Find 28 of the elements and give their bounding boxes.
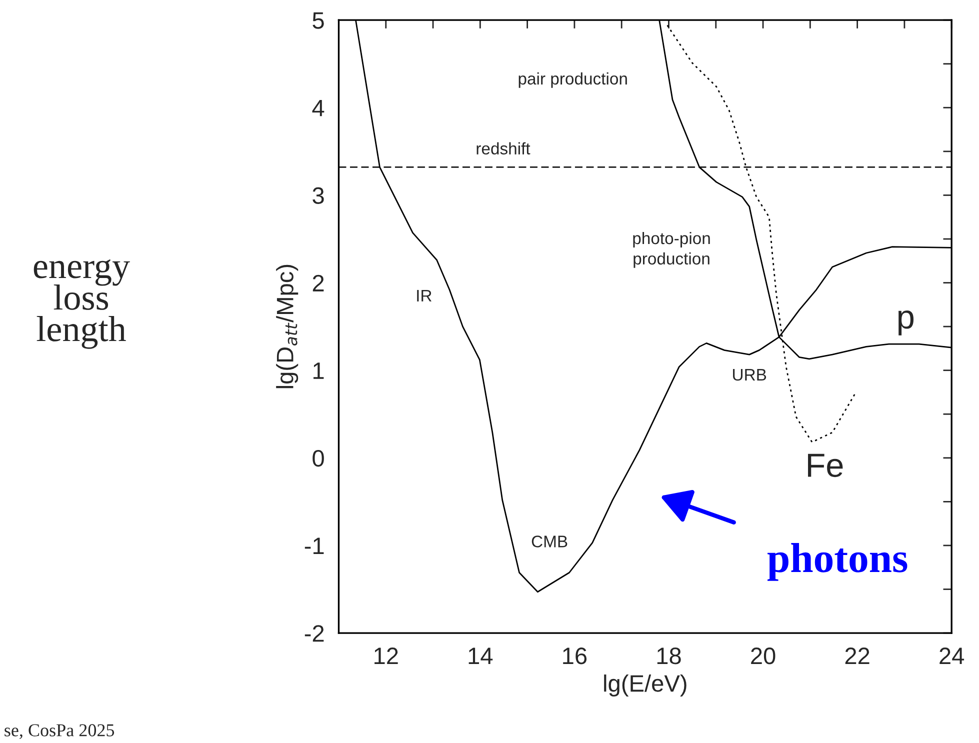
y-axis-title: lg(D$_{att}$/Mpc) [276, 264, 298, 388]
y-tick-label: 5 [312, 12, 324, 29]
annotation: URB [733, 369, 766, 381]
x-tick-label: 12 [374, 648, 398, 664]
annotation: pair production [518, 72, 627, 88]
x-tick-label: 20 [751, 648, 776, 664]
x-tick-label: 22 [845, 648, 870, 664]
y-tick-label: 3 [312, 187, 324, 204]
y-tick-label: -2 [304, 625, 324, 642]
annotation: photons [767, 543, 908, 581]
annotation: photo-pion production [633, 232, 710, 268]
y-tick-label: 2 [312, 274, 324, 292]
text: energy loss length [34, 259, 130, 349]
y-tick-label: 4 [312, 100, 324, 116]
x-tick-label: 16 [563, 648, 587, 664]
annotation: CMB [532, 536, 568, 548]
text: se, CosPa 2025 [4, 724, 114, 739]
x-tick-label: 18 [657, 648, 681, 664]
x-tick-label: 24 [940, 648, 964, 664]
annotation: p [898, 310, 914, 336]
annotation: IR [417, 290, 432, 302]
x-axis-title: lg(E/eV) [604, 674, 686, 696]
annotation: Fe [808, 454, 843, 478]
x-tick-label: 14 [468, 648, 493, 664]
y-tick-label: -1 [304, 538, 324, 554]
y-tick-label: 1 [314, 362, 324, 379]
y-tick-label: 0 [312, 450, 324, 467]
annotation: redshift [476, 142, 530, 154]
